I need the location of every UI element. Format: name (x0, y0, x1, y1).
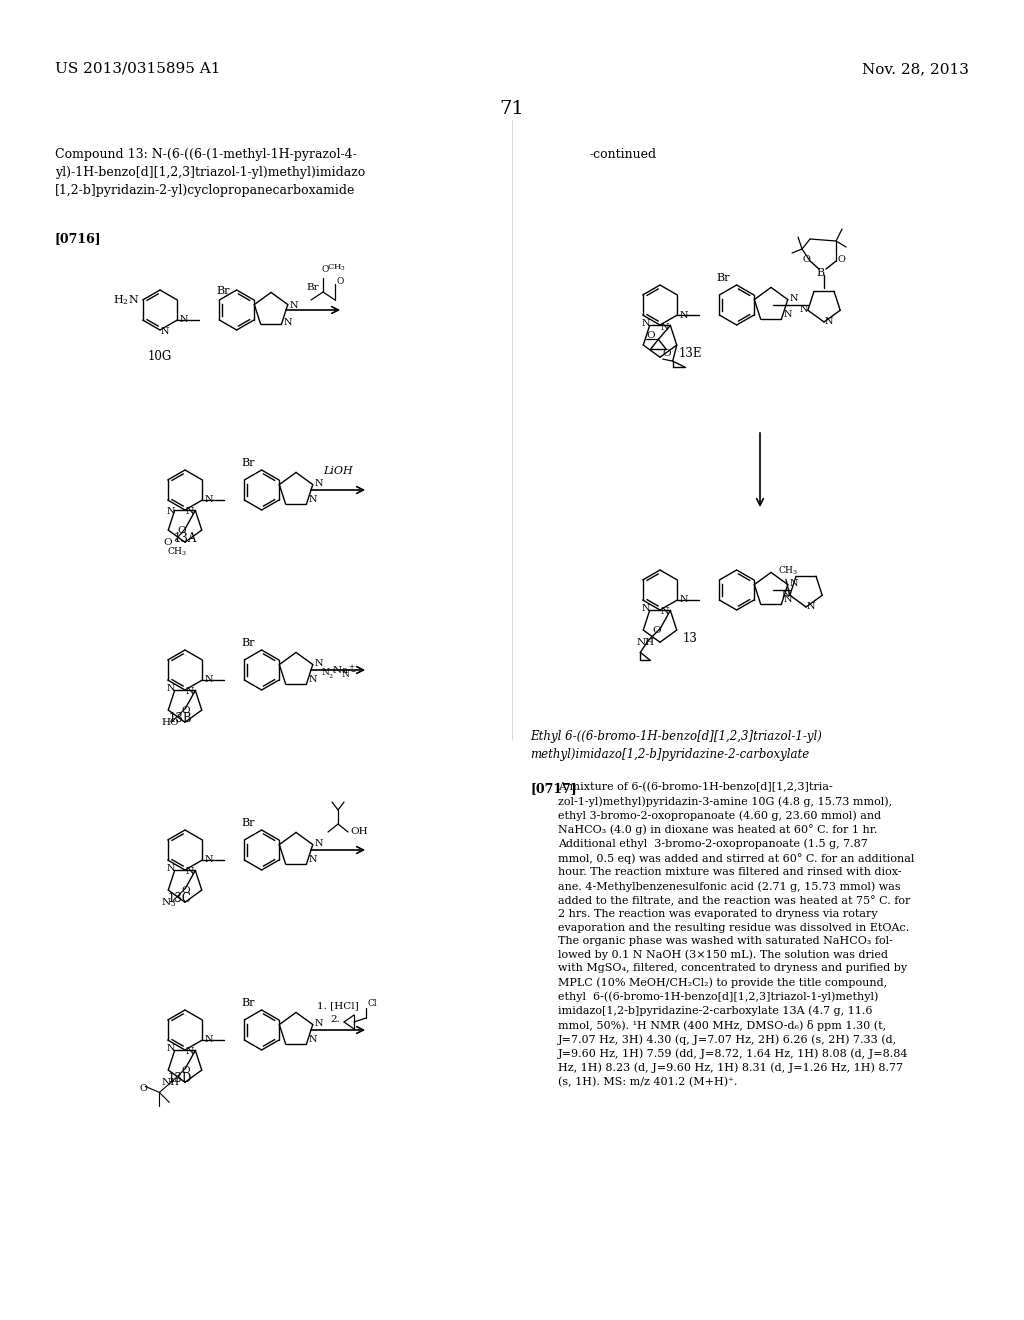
Text: N$\mathregular{_2^+}$: N$\mathregular{_2^+}$ (321, 667, 337, 681)
Text: N: N (186, 507, 195, 516)
Text: O: O (336, 277, 343, 286)
Text: A mixture of 6-((6-bromo-1H-benzo[d][1,2,3]tria-
zol-1-yl)methyl)pyridazin-3-ami: A mixture of 6-((6-bromo-1H-benzo[d][1,2… (558, 781, 914, 1086)
Text: N: N (783, 310, 792, 319)
Text: NH: NH (636, 638, 654, 647)
Text: N: N (314, 479, 324, 487)
Text: N: N (179, 315, 187, 325)
Text: 13E: 13E (678, 347, 701, 360)
Text: N: N (314, 659, 324, 668)
Text: 2.: 2. (330, 1015, 340, 1024)
Text: $\mathregular{CH_3}$: $\mathregular{CH_3}$ (327, 263, 346, 273)
Text: N: N (186, 1048, 195, 1056)
Text: Br: Br (242, 998, 255, 1008)
Text: O: O (322, 265, 329, 275)
Text: Nov. 28, 2013: Nov. 28, 2013 (862, 62, 969, 77)
Text: O: O (181, 886, 190, 895)
Text: O: O (181, 1067, 190, 1074)
Text: O: O (181, 706, 190, 715)
Text: 13A: 13A (173, 532, 197, 545)
Text: B: B (816, 268, 824, 279)
Text: O: O (802, 255, 810, 264)
Text: N: N (314, 838, 324, 847)
Text: N: N (186, 867, 195, 876)
Text: N: N (167, 507, 175, 516)
Text: N: N (308, 855, 316, 865)
Text: $\mathregular{H_2N}$: $\mathregular{H_2N}$ (114, 293, 139, 306)
Text: O: O (646, 331, 655, 341)
Text: -continued: -continued (590, 148, 657, 161)
Text: 13C: 13C (168, 892, 191, 906)
Text: N: N (308, 676, 316, 684)
Text: US 2013/0315895 A1: US 2013/0315895 A1 (55, 62, 220, 77)
Text: N: N (167, 684, 175, 693)
Text: O: O (652, 626, 660, 635)
Text: Ethyl 6-((6-bromo-1H-benzo[d][1,2,3]triazol-1-yl)
methyl)imidazo[1,2-b]pyridazin: Ethyl 6-((6-bromo-1H-benzo[d][1,2,3]tria… (530, 730, 822, 762)
Text: N: N (642, 319, 650, 329)
Text: N: N (205, 855, 213, 865)
Text: N$\mathregular{_3}$: N$\mathregular{_3}$ (162, 896, 176, 908)
Text: N: N (790, 578, 799, 587)
Text: 13: 13 (683, 632, 697, 645)
Text: N: N (783, 595, 792, 605)
Text: N: N (308, 495, 316, 504)
Text: 71: 71 (500, 100, 524, 117)
Text: N: N (314, 1019, 324, 1027)
Text: LiOH: LiOH (324, 466, 353, 477)
Text: OH: OH (350, 828, 368, 837)
Text: N: N (290, 301, 298, 310)
Text: O: O (164, 539, 172, 546)
Text: N: N (825, 317, 834, 326)
Text: NH: NH (162, 1078, 179, 1086)
Text: N: N (800, 305, 808, 314)
Text: O: O (177, 525, 186, 535)
Text: N: N (205, 1035, 213, 1044)
Text: 10G: 10G (147, 350, 172, 363)
Text: N: N (167, 1044, 175, 1053)
Text: N: N (205, 495, 213, 504)
Text: N: N (782, 590, 791, 599)
Text: N: N (167, 865, 175, 874)
Text: N: N (284, 318, 292, 327)
Text: $\mathregular{CH_3}$: $\mathregular{CH_3}$ (778, 564, 799, 577)
Text: N$\mathregular{^-}$: N$\mathregular{^-}$ (341, 668, 356, 678)
Text: N: N (807, 602, 815, 611)
Text: N: N (662, 607, 670, 616)
Text: O: O (837, 255, 845, 264)
Text: N: N (186, 688, 195, 697)
Text: $\mathregular{CH_3}$: $\mathregular{CH_3}$ (167, 545, 187, 558)
Text: Br: Br (307, 282, 319, 292)
Text: N: N (642, 605, 650, 614)
Text: HO: HO (162, 718, 179, 727)
Text: Compound 13: N-(6-((6-(1-methyl-1H-pyrazol-4-
yl)-1H-benzo[d][1,2,3]triazol-1-yl: Compound 13: N-(6-((6-(1-methyl-1H-pyraz… (55, 148, 366, 197)
Text: 13B: 13B (168, 711, 191, 725)
Text: N: N (662, 322, 670, 331)
Text: N: N (679, 310, 688, 319)
Text: Br: Br (242, 638, 255, 648)
Text: Br: Br (717, 273, 730, 282)
Text: N: N (205, 676, 213, 685)
Text: N: N (308, 1035, 316, 1044)
Text: [0717]: [0717] (530, 781, 577, 795)
Text: 1. [HCl]: 1. [HCl] (317, 1001, 359, 1010)
Text: Br: Br (242, 818, 255, 828)
Text: 13D: 13D (168, 1072, 193, 1085)
Text: O: O (139, 1084, 147, 1093)
Text: N: N (161, 327, 170, 337)
Text: Cl: Cl (367, 999, 377, 1008)
Text: Br: Br (242, 458, 255, 469)
Text: N: N (790, 293, 799, 302)
Text: Br: Br (216, 286, 229, 296)
Text: N: N (679, 595, 688, 605)
Text: Na$\mathregular{^+}$: Na$\mathregular{^+}$ (332, 664, 356, 676)
Text: [0716]: [0716] (55, 232, 101, 246)
Text: O: O (663, 348, 672, 358)
